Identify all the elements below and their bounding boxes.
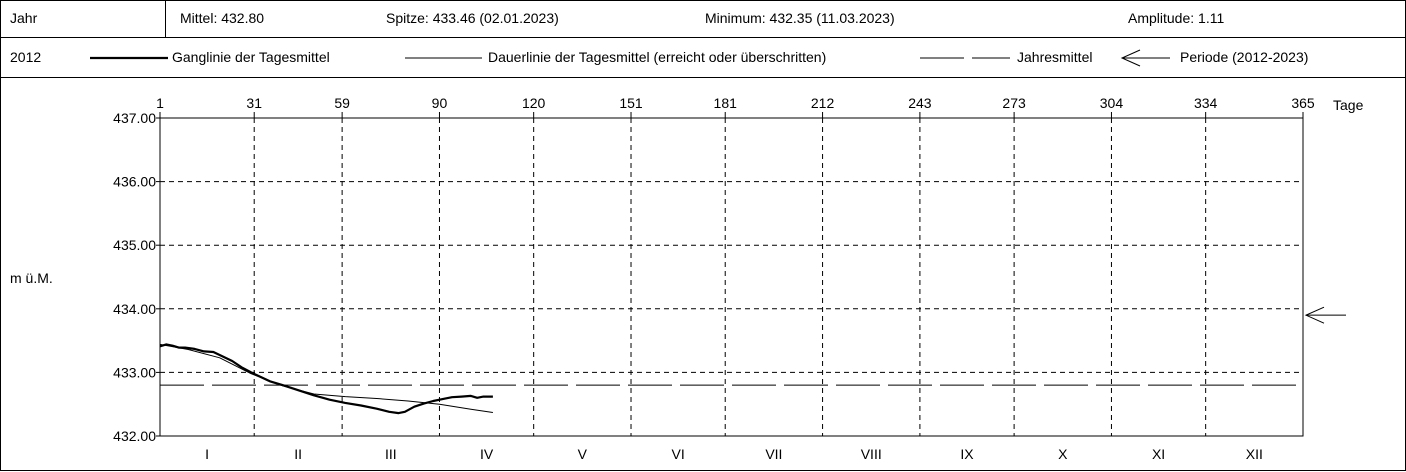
periode-arrow bbox=[1304, 306, 1346, 324]
x-tick-label: 31 bbox=[246, 95, 262, 111]
month-label: X bbox=[1058, 446, 1068, 462]
x-tick-label: 59 bbox=[334, 95, 350, 111]
x-tick-label: 90 bbox=[432, 95, 448, 111]
x-axis-unit: Tage bbox=[1333, 97, 1364, 113]
y-tick-label: 432.00 bbox=[113, 428, 156, 444]
x-tick-label: 181 bbox=[714, 95, 738, 111]
x-tick-label: 273 bbox=[1002, 95, 1026, 111]
plot-frame bbox=[159, 117, 1304, 437]
month-label: XI bbox=[1152, 446, 1165, 462]
month-label: VIII bbox=[861, 446, 882, 462]
x-tick-label: 334 bbox=[1194, 95, 1218, 111]
month-label: VI bbox=[672, 446, 685, 462]
legend-label-thick: Ganglinie der Tagesmittel bbox=[172, 49, 330, 65]
x-tick-label: 212 bbox=[811, 95, 835, 111]
x-tick-label: 120 bbox=[522, 95, 546, 111]
legend-year: 2012 bbox=[10, 49, 41, 65]
legend-swatch-arrow bbox=[1120, 49, 1170, 67]
x-tick-label: 365 bbox=[1291, 95, 1315, 111]
month-label: IX bbox=[960, 446, 974, 462]
legend-label-thin: Dauerlinie der Tagesmittel (erreicht ode… bbox=[488, 49, 826, 65]
y-tick-label: 436.00 bbox=[113, 174, 156, 190]
x-tick-label: 151 bbox=[619, 95, 643, 111]
month-label: III bbox=[385, 446, 397, 462]
month-label: V bbox=[578, 446, 588, 462]
stat-mittel: Mittel: 432.80 bbox=[180, 10, 264, 26]
y-tick-label: 435.00 bbox=[113, 237, 156, 253]
stat-minimum: Minimum: 432.35 (11.03.2023) bbox=[705, 10, 895, 26]
stat-amplitude: Amplitude: 1.11 bbox=[1128, 10, 1224, 26]
month-label: XII bbox=[1246, 446, 1263, 462]
month-label: VII bbox=[765, 446, 782, 462]
x-tick-label: 243 bbox=[908, 95, 932, 111]
stat-spitze: Spitze: 433.46 (02.01.2023) bbox=[386, 10, 559, 26]
y-tick-label: 433.00 bbox=[113, 364, 156, 380]
legend-label-dashed: Jahresmittel bbox=[1017, 49, 1092, 65]
x-tick-label: 304 bbox=[1100, 95, 1124, 111]
legend-label-arrow: Periode (2012-2023) bbox=[1180, 49, 1308, 65]
y-axis-title: m ü.M. bbox=[10, 270, 53, 286]
x-tick-label: 1 bbox=[156, 95, 164, 111]
y-tick-label: 434.00 bbox=[113, 301, 156, 317]
month-label: II bbox=[294, 446, 302, 462]
dauerlinie-series bbox=[159, 343, 493, 413]
ganglinie-series bbox=[159, 343, 493, 415]
month-label: IV bbox=[480, 446, 494, 462]
header-label: Jahr bbox=[10, 10, 38, 26]
y-tick-label: 437.00 bbox=[113, 110, 156, 126]
month-label: I bbox=[205, 446, 209, 462]
